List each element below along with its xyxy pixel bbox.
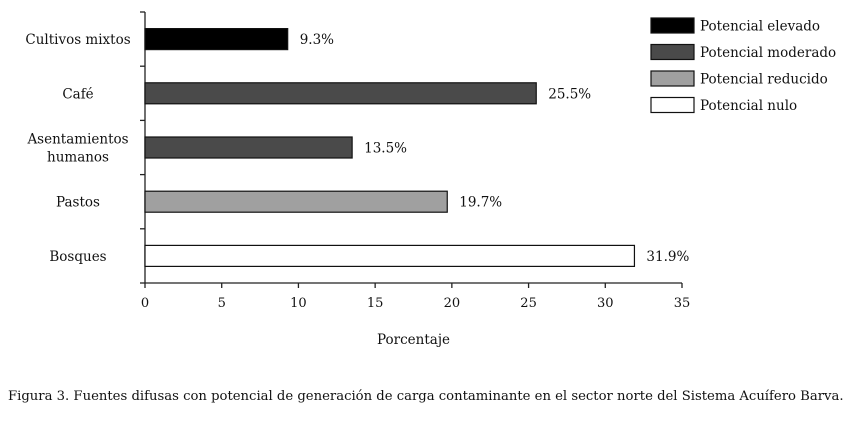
x-tick-label: 20	[444, 296, 461, 311]
x-tick-label: 35	[674, 296, 691, 311]
category-label: Asentamientos	[26, 132, 128, 148]
legend-swatch	[650, 43, 695, 61]
legend-swatch	[650, 70, 695, 87]
legend-swatch	[650, 96, 695, 114]
category-label: Cultivos mixtos	[25, 32, 130, 48]
category-label: humanos	[47, 150, 109, 166]
data-label: 25.5%	[548, 86, 591, 102]
bar-bosques	[144, 244, 636, 267]
x-tick-label: 15	[367, 296, 384, 311]
x-tick-label: 0	[141, 296, 149, 311]
data-label: 31.9%	[646, 249, 689, 265]
figure-caption: Figura 3. Fuentes difusas con potencial …	[8, 389, 844, 404]
category-label: Pastos	[56, 195, 100, 211]
x-tick-label: 25	[520, 296, 537, 311]
legend-label: Potencial reducido	[700, 72, 828, 88]
bar-pastos	[144, 190, 448, 213]
legend-label: Potencial elevado	[700, 19, 820, 35]
bar-asentamientos-humanos	[144, 136, 353, 159]
x-axis-label: Porcentaje	[377, 332, 450, 348]
x-tick-label: 30	[597, 296, 614, 311]
bar-cultivos-mixtos	[144, 28, 289, 51]
data-label: 13.5%	[364, 141, 407, 157]
category-label: Bosques	[49, 249, 106, 265]
bar-café	[144, 82, 537, 105]
x-tick-label: 10	[290, 296, 307, 311]
legend-swatch	[650, 17, 695, 34]
legend-label: Potencial moderado	[700, 45, 836, 61]
data-label: 19.7%	[459, 195, 502, 211]
x-tick-label: 5	[218, 296, 226, 311]
legend-label: Potencial nulo	[700, 98, 797, 114]
data-label: 9.3%	[300, 32, 334, 48]
category-label: Café	[62, 86, 93, 102]
